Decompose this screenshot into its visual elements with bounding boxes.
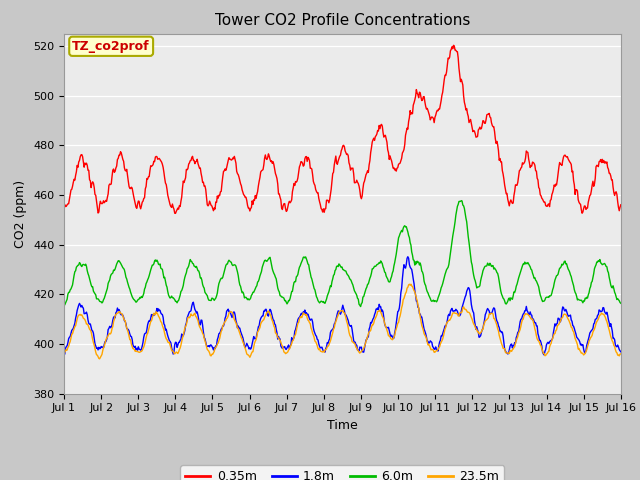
Y-axis label: CO2 (ppm): CO2 (ppm): [15, 180, 28, 248]
Text: TZ_co2prof: TZ_co2prof: [72, 40, 150, 53]
Legend: 0.35m, 1.8m, 6.0m, 23.5m: 0.35m, 1.8m, 6.0m, 23.5m: [180, 465, 504, 480]
X-axis label: Time: Time: [327, 419, 358, 432]
Title: Tower CO2 Profile Concentrations: Tower CO2 Profile Concentrations: [214, 13, 470, 28]
